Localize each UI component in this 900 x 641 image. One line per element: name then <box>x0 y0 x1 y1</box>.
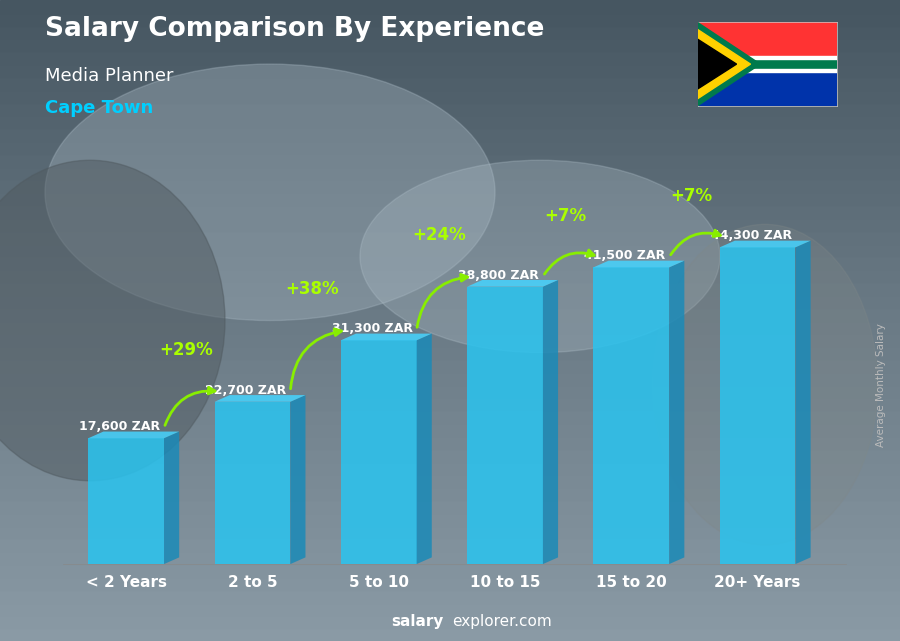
Bar <box>0 154 900 167</box>
Bar <box>698 71 837 106</box>
Text: +24%: +24% <box>412 226 465 244</box>
Polygon shape <box>720 247 796 564</box>
Bar <box>0 38 900 51</box>
Bar <box>0 474 900 487</box>
Bar <box>0 526 900 538</box>
Bar <box>0 320 900 333</box>
Polygon shape <box>214 395 305 402</box>
Bar <box>0 423 900 436</box>
Polygon shape <box>164 431 179 564</box>
Bar <box>0 397 900 410</box>
Text: Cape Town: Cape Town <box>45 99 153 117</box>
Bar <box>0 308 900 320</box>
Bar <box>0 564 900 577</box>
Bar <box>0 192 900 205</box>
Polygon shape <box>670 261 684 564</box>
Bar <box>0 244 900 256</box>
Bar <box>0 128 900 141</box>
Polygon shape <box>417 333 432 564</box>
Text: 31,300 ZAR: 31,300 ZAR <box>332 322 413 335</box>
Polygon shape <box>467 280 558 287</box>
Bar <box>0 577 900 590</box>
Polygon shape <box>88 438 164 564</box>
Text: salary: salary <box>392 615 444 629</box>
Text: Media Planner: Media Planner <box>45 67 174 85</box>
Bar <box>0 90 900 103</box>
Polygon shape <box>796 240 811 564</box>
Bar <box>0 167 900 179</box>
Bar <box>0 179 900 192</box>
Polygon shape <box>341 333 432 340</box>
Text: 38,800 ZAR: 38,800 ZAR <box>458 269 539 281</box>
Bar <box>0 462 900 474</box>
Bar <box>0 513 900 526</box>
Text: +7%: +7% <box>670 187 713 205</box>
Text: +7%: +7% <box>544 207 586 225</box>
Text: 22,700 ZAR: 22,700 ZAR <box>205 384 287 397</box>
Bar <box>0 436 900 449</box>
Bar <box>0 13 900 26</box>
Polygon shape <box>88 431 179 438</box>
Polygon shape <box>593 261 684 267</box>
Polygon shape <box>698 39 736 89</box>
Bar <box>0 0 900 13</box>
Polygon shape <box>720 240 811 247</box>
Text: +29%: +29% <box>159 342 213 360</box>
Bar <box>0 385 900 397</box>
Bar <box>0 333 900 346</box>
Bar <box>0 269 900 282</box>
Ellipse shape <box>45 64 495 321</box>
Polygon shape <box>543 280 558 564</box>
Polygon shape <box>698 29 751 99</box>
Text: +38%: +38% <box>285 280 339 298</box>
Bar <box>0 295 900 308</box>
Polygon shape <box>467 287 543 564</box>
Bar <box>0 603 900 615</box>
Bar <box>0 218 900 231</box>
Bar <box>0 628 900 641</box>
Ellipse shape <box>652 224 878 545</box>
Bar <box>0 256 900 269</box>
Bar <box>0 77 900 90</box>
Bar <box>0 51 900 64</box>
Bar <box>0 26 900 38</box>
Bar <box>0 64 900 77</box>
Bar <box>0 615 900 628</box>
Ellipse shape <box>360 160 720 353</box>
Bar <box>698 22 837 57</box>
Bar <box>0 487 900 500</box>
Ellipse shape <box>0 160 225 481</box>
Polygon shape <box>214 402 291 564</box>
Bar <box>698 56 837 59</box>
Bar <box>0 372 900 385</box>
Polygon shape <box>593 267 670 564</box>
Text: Salary Comparison By Experience: Salary Comparison By Experience <box>45 16 544 42</box>
Polygon shape <box>698 22 760 106</box>
Bar <box>0 359 900 372</box>
Bar <box>0 103 900 115</box>
Bar <box>0 551 900 564</box>
Bar <box>0 538 900 551</box>
Bar <box>0 115 900 128</box>
Bar <box>0 449 900 462</box>
Bar <box>0 346 900 359</box>
Bar <box>0 500 900 513</box>
Polygon shape <box>341 340 417 564</box>
Bar <box>0 590 900 603</box>
Bar <box>698 69 837 72</box>
Bar <box>0 282 900 295</box>
Text: explorer.com: explorer.com <box>452 615 552 629</box>
Text: 17,600 ZAR: 17,600 ZAR <box>79 420 160 433</box>
Bar <box>0 231 900 244</box>
Text: Average Monthly Salary: Average Monthly Salary <box>877 322 886 447</box>
Bar <box>0 410 900 423</box>
Bar <box>698 57 837 71</box>
Polygon shape <box>291 395 305 564</box>
Bar <box>0 141 900 154</box>
Text: 44,300 ZAR: 44,300 ZAR <box>711 229 792 242</box>
Bar <box>0 205 900 218</box>
Text: 41,500 ZAR: 41,500 ZAR <box>584 249 666 262</box>
